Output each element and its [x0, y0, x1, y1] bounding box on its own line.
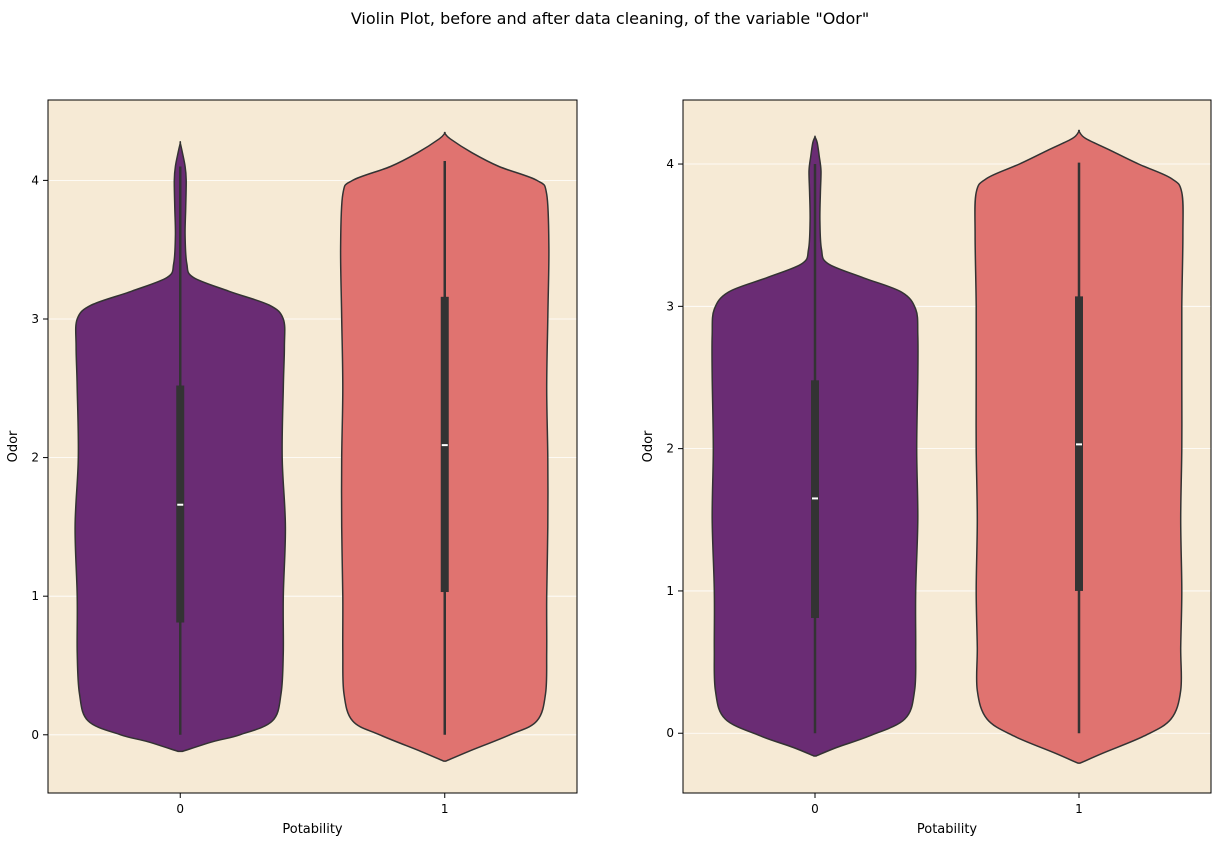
y-axis-label: Odor — [641, 430, 656, 462]
y-tick-label: 0 — [31, 728, 39, 742]
x-tick-label: 0 — [176, 802, 184, 816]
panel-2: 0 1 2 3 4 0 1 Potability Odor — [641, 99, 1212, 837]
plots-group: 0 1 2 3 4 0 1 Potability Odor 0 1 2 3 4 0 1 Potability Od… — [6, 99, 1212, 837]
figure-title: Violin Plot, before and after data clean… — [351, 9, 869, 28]
panel-1: 0 1 2 3 4 0 1 Potability Odor — [6, 99, 578, 837]
x-axis-label: Potability — [282, 822, 343, 837]
x-axis-label: Potability — [917, 822, 978, 837]
axes-frame — [47, 99, 578, 794]
x-tick-label: 1 — [441, 802, 449, 816]
y-tick-label: 0 — [666, 726, 674, 740]
y-tick-label: 1 — [666, 584, 674, 598]
y-tick-label: 1 — [31, 589, 39, 603]
y-tick-label: 3 — [666, 299, 674, 313]
y-tick-label: 4 — [31, 173, 39, 187]
y-tick-label: 4 — [666, 157, 674, 171]
x-tick-label: 0 — [811, 802, 819, 816]
y-axis-label: Odor — [6, 430, 21, 462]
y-tick-label: 3 — [31, 312, 39, 326]
x-tick-label: 1 — [1075, 802, 1083, 816]
axes-frame — [682, 99, 1212, 794]
y-tick-label: 2 — [31, 451, 39, 465]
y-tick-label: 2 — [666, 442, 674, 456]
